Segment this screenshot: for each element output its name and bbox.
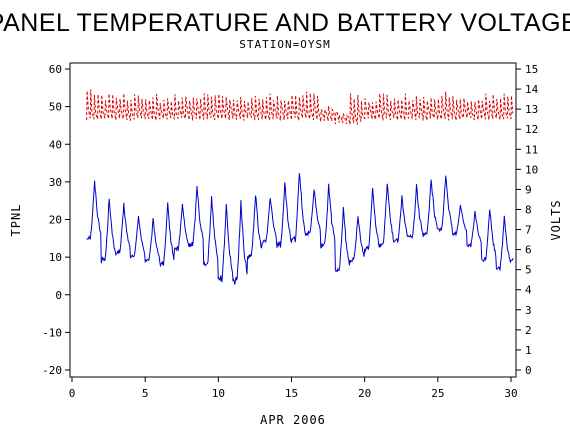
y-right-tick-label: 13	[525, 103, 538, 116]
series-volts	[86, 89, 514, 125]
y-left-tick-label: -10	[42, 326, 62, 339]
x-tick-label: 5	[142, 387, 149, 400]
y-axis-label-right: VOLTS	[549, 199, 563, 240]
chart-title: PANEL TEMPERATURE AND BATTERY VOLTAGE	[0, 9, 570, 37]
y-right-tick-label: 6	[525, 244, 532, 257]
y-left-tick-label: 10	[49, 251, 62, 264]
y-right-tick-label: 9	[525, 183, 532, 196]
y-right-tick-label: 4	[525, 284, 532, 297]
x-tick-label: 30	[504, 387, 517, 400]
y-right-tick-label: 10	[525, 163, 538, 176]
y-left-tick-label: 20	[49, 214, 62, 227]
x-axis-label: APR 2006	[260, 413, 326, 427]
x-tick-label: 25	[431, 387, 444, 400]
y-left-tick-label: 60	[49, 63, 62, 76]
y-left-tick-label: 50	[49, 101, 62, 114]
y-right-tick-label: 2	[525, 324, 532, 337]
y-left-tick-label: 0	[55, 289, 62, 302]
y-right-tick-label: 1	[525, 344, 532, 357]
series-line-volts	[86, 89, 514, 125]
chart-subtitle: STATION=OYSM	[239, 38, 330, 51]
y-right-tick-label: 3	[525, 304, 532, 317]
y-right-tick-label: 14	[525, 83, 539, 96]
series-layer	[86, 89, 514, 285]
y-axis-label-left: TPNL	[9, 204, 23, 237]
y-right-tick-label: 11	[525, 143, 538, 156]
axes-layer: 0 5 10 15 20 25 30-20-100102030405060012345678…	[42, 63, 538, 400]
y-left-tick-label: -20	[42, 364, 62, 377]
y-left-tick-label: 40	[49, 138, 62, 151]
y-right-tick-label: 7	[525, 224, 532, 237]
x-tick-label: 15	[285, 387, 298, 400]
y-left-tick-label: 30	[49, 176, 62, 189]
y-right-tick-label: 15	[525, 63, 538, 76]
series-tpnl	[86, 173, 514, 285]
y-right-tick-label: 5	[525, 264, 532, 277]
x-tick-label: 0	[69, 387, 76, 400]
x-tick-label: 20	[358, 387, 371, 400]
y-right-tick-label: 0	[525, 364, 532, 377]
y-right-tick-label: 12	[525, 123, 538, 136]
series-line-tpnl	[86, 173, 514, 285]
x-tick-label: 10	[212, 387, 225, 400]
y-right-tick-label: 8	[525, 203, 532, 216]
